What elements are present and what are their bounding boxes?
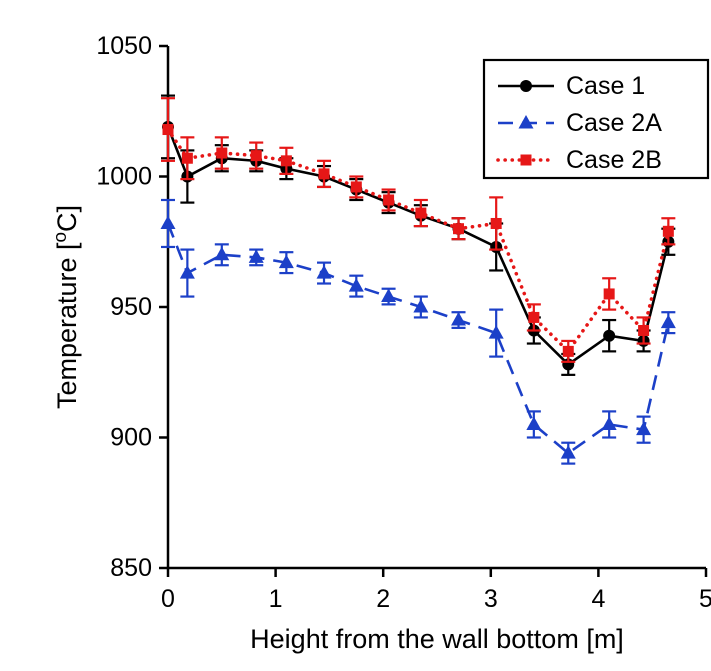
square-marker: [662, 225, 674, 237]
legend-label: Case 2B: [566, 146, 662, 174]
y-tick-label: 850: [110, 554, 152, 582]
square-marker: [162, 124, 174, 136]
triangle-marker: [248, 249, 264, 263]
y-axis-label: Temperature [oC]: [50, 205, 82, 409]
square-marker: [453, 223, 465, 235]
x-axis-label: Height from the wall bottom [m]: [250, 624, 624, 654]
triangle-marker: [560, 445, 576, 459]
legend-label: Case 2A: [566, 109, 662, 137]
x-tick-label: 4: [591, 585, 605, 613]
triangle-marker: [214, 246, 230, 261]
x-tick-label: 1: [269, 585, 283, 613]
triangle-marker: [179, 265, 195, 279]
x-tick-label: 2: [376, 585, 390, 613]
square-marker: [216, 147, 228, 159]
legend-item-case-1: Case 1: [498, 72, 645, 100]
triangle-marker: [526, 416, 542, 430]
x-tick-label: 0: [161, 585, 175, 613]
square-marker: [383, 194, 395, 206]
legend: Case 1 Case 2A Case 2B: [482, 58, 710, 180]
square-marker: [181, 152, 193, 164]
triangle-marker: [278, 254, 294, 269]
triangle-marker: [160, 215, 176, 229]
y-tick-label: 1000: [96, 163, 152, 191]
square-marker: [520, 154, 532, 166]
y-axis-label-sup: o: [50, 232, 71, 243]
y-tick-label: 950: [110, 293, 152, 321]
square-marker: [350, 181, 362, 193]
triangle-marker: [348, 278, 364, 292]
y-axis-label-pre: Temperature [: [52, 242, 82, 409]
triangle-marker: [601, 416, 617, 430]
square-marker: [562, 345, 574, 357]
square-marker: [528, 311, 540, 323]
square-marker: [490, 217, 502, 229]
triangle-marker: [413, 299, 429, 313]
series-line-case-2a: [166, 223, 670, 455]
triangle-marker: [451, 312, 467, 326]
series-line-case-1: [166, 126, 670, 367]
y-tick-label: 900: [110, 424, 152, 452]
square-marker: [638, 324, 650, 336]
triangle-marker: [518, 115, 534, 129]
square-marker: [318, 168, 330, 180]
temperature-vs-height-chart: 850 900 950 1000 1050 0 1 2 3 4 5 Height from the w…: [40, 16, 711, 671]
series-case-2b: [161, 97, 676, 363]
x-tick-label: 3: [484, 585, 498, 613]
square-marker: [250, 150, 262, 162]
series-line-case-2b: [166, 127, 671, 355]
square-marker: [415, 207, 427, 219]
square-marker: [280, 155, 292, 167]
triangle-marker: [636, 421, 652, 436]
y-axis-label-post: C]: [52, 205, 82, 232]
triangle-marker: [316, 265, 332, 279]
chart-canvas: 850 900 950 1000 1050 0 1 2 3 4 5 Height from the w…: [50, 32, 711, 654]
triangle-marker: [488, 325, 504, 339]
square-marker: [603, 288, 615, 300]
circle-marker: [520, 80, 532, 92]
y-tick-label: 1050: [96, 32, 152, 60]
series-case-2a: [160, 198, 676, 465]
triangle-marker: [660, 314, 676, 329]
triangle-marker: [381, 288, 397, 303]
legend-item-case-2b: Case 2B: [496, 146, 662, 174]
legend-item-case-2a: Case 2A: [498, 109, 662, 137]
circle-marker: [603, 329, 616, 342]
legend-label: Case 1: [566, 72, 645, 100]
x-tick-label: 5: [699, 585, 711, 613]
